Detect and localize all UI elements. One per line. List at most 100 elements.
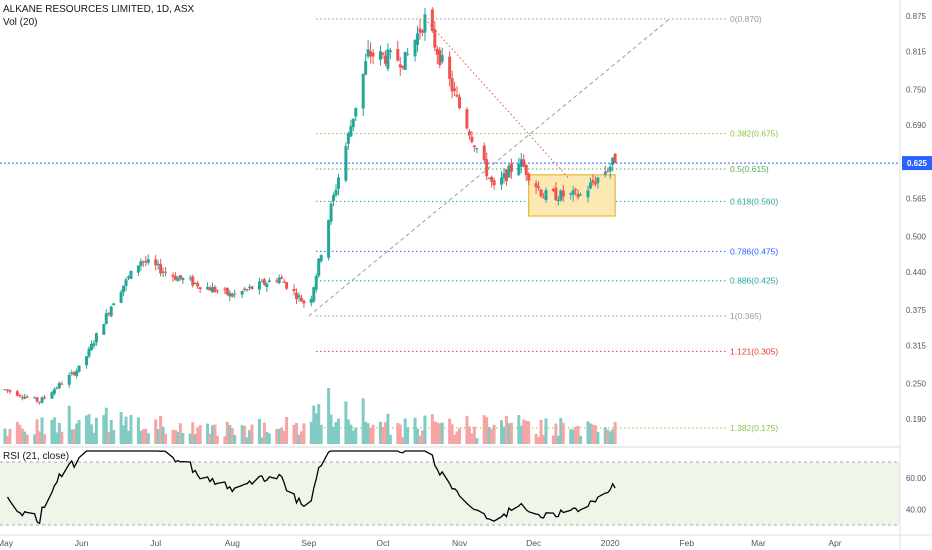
volume-bar [502,426,506,444]
volume-bar [378,421,382,444]
volume-bar [344,401,348,444]
volume-bar [171,429,175,444]
candle-body [215,290,219,292]
volume-bar [435,422,439,444]
volume-bar [420,430,424,444]
candle-body [383,55,387,64]
candle-body [418,28,422,33]
volume-bar [579,435,583,444]
rsi-band [0,462,900,525]
fib-level-label: 0.382(0.675) [730,129,778,139]
volume-bar [458,428,462,444]
volume-bar [245,437,249,444]
candle-body [381,52,385,55]
candle-body [89,343,93,351]
candle-body [265,283,269,288]
volume-bar [191,422,195,444]
candle-body [15,391,19,396]
volume-bar [453,434,457,444]
volume-bar [346,419,350,444]
candle-body [588,182,592,189]
candle-body [470,136,474,143]
volume-bar [257,418,261,444]
candle-body [228,292,232,297]
volume-bar [124,416,128,444]
volume-bar [309,421,313,444]
candle-body [544,190,548,201]
candle-body [5,389,9,391]
candle-body [77,365,81,372]
candle-body [430,9,434,32]
candle-body [292,288,296,292]
volume-bar [102,415,106,444]
volume-bar [336,418,340,444]
volume-bar [559,418,563,444]
fib-level-label: 0.886(0.425) [730,276,778,286]
candle-body [403,51,407,70]
candle-body [230,293,234,297]
rsi-panel [0,446,900,526]
candle-body [611,157,615,165]
volume-bar [198,425,202,444]
volume-bar [327,387,331,444]
candle-body [440,55,444,62]
candle-body [329,203,333,222]
candle-body [576,193,580,198]
fib-level-label: 0.618(0.560) [730,196,778,206]
volume-bar [208,433,212,444]
volume-bar [351,430,355,444]
time-tick-label: Dec [526,538,542,548]
volume-bar [534,434,538,444]
time-tick-label: Jun [75,538,89,548]
volume-bar [354,427,358,444]
volume-bar [193,434,197,444]
candle-body [223,288,227,290]
volume-bar [154,419,158,444]
candle-body [178,275,182,279]
candle-body [438,50,442,66]
volume-bar [386,413,390,444]
candle-body [327,220,331,258]
time-tick-label: Aug [225,538,240,548]
candle-body [211,287,214,293]
volume-bar [233,434,237,444]
volume-bar [603,427,607,444]
candle-body [475,148,479,150]
volume-bar [243,425,247,444]
candle-body [92,343,96,346]
candle-body [154,259,158,266]
volume-bar [5,436,9,444]
price-tick-label: 0.565 [906,194,927,203]
candle-body [60,383,64,385]
volume-bar [213,424,217,444]
price-tick-label: 0.500 [906,233,927,242]
volume-bar [406,427,410,444]
downtrend-line [424,18,569,179]
candle-body [492,180,496,186]
volume-label: Vol (20) [3,17,38,28]
candle-body [164,271,168,273]
candle-body [146,259,150,263]
candle-body [458,96,462,109]
volume-bar [574,426,578,444]
candle-body [129,270,133,279]
volume-bar [196,427,200,444]
volume-bar [3,428,7,444]
volume-bar [57,422,61,444]
candle-body [455,94,459,97]
candle-body [173,275,177,280]
volume-bar [38,431,42,444]
candle-body [248,286,252,288]
candle-body [537,186,541,189]
candlesticks [3,7,617,405]
time-tick-label: Feb [679,538,694,548]
volume-bar [576,425,580,444]
candle-body [50,392,54,399]
candle-body [579,194,583,196]
candle-body [67,374,71,385]
volume-bar [401,437,405,444]
volume-bar [517,415,521,444]
candle-body [127,276,131,279]
